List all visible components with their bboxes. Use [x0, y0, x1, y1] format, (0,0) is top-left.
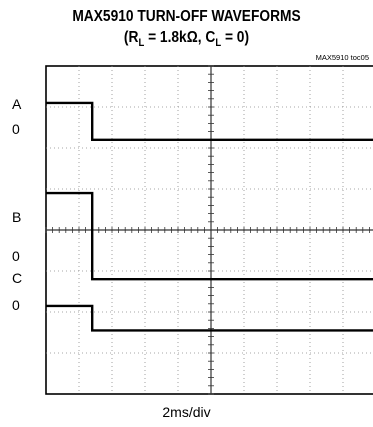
figure-note: MAX5910 toc05 — [315, 53, 369, 62]
subtitle-mid: = 1.8kΩ, C — [144, 29, 216, 46]
trace-2 — [46, 191, 373, 281]
subtitle-c-sub: L — [215, 37, 222, 50]
x-axis-label: 2ms/div — [162, 404, 211, 420]
channel-label: C — [12, 270, 23, 287]
subtitle-close: = 0) — [221, 29, 250, 46]
chart-subtitle: (RL = 1.8kΩ, CL = 0) — [26, 29, 347, 49]
subtitle-r-sub: L — [138, 37, 145, 50]
channel-label: 0 — [12, 247, 20, 264]
channel-label: 0 — [12, 296, 20, 313]
chart-title: MAX5910 TURN-OFF WAVEFORMS — [72, 8, 301, 25]
subtitle-open: (R — [123, 29, 139, 46]
trace-1 — [46, 101, 373, 141]
channel-label: A — [12, 95, 22, 112]
channel-label: 0 — [12, 120, 20, 137]
channel-label: B — [12, 208, 22, 225]
trace-3 — [46, 304, 373, 332]
